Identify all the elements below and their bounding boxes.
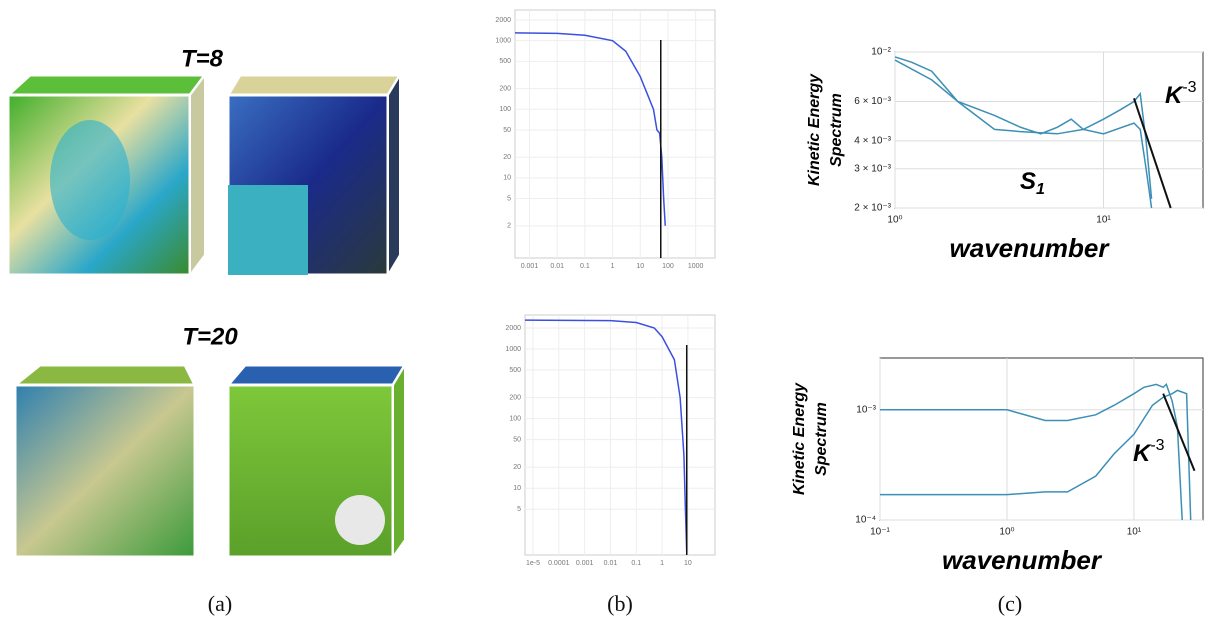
y-tick-label: 500	[499, 58, 511, 65]
y-tick-label: 10⁻⁴	[855, 515, 876, 526]
x-tick-label: 10⁻¹	[870, 527, 890, 538]
y-tick-label: 10⁻²	[871, 47, 891, 58]
y-tick-label: 20	[513, 464, 521, 471]
y-tick-label: 10⁻³	[856, 404, 876, 415]
y-axis-label: Kinetic Energy	[806, 73, 823, 186]
annotation-base: S	[1020, 168, 1036, 195]
y-tick-label: 4 × 10⁻³	[854, 135, 891, 146]
y-axis-label: Kinetic Energy	[791, 382, 808, 495]
annotation-exponent: -3	[1150, 437, 1164, 454]
x-axis-label: wavenumber	[950, 233, 1111, 263]
y-tick-label: 2000	[495, 17, 511, 24]
x-tick-label: 10⁰	[887, 215, 902, 226]
y-tick-label: 500	[509, 367, 521, 374]
y-tick-label: 2000	[505, 325, 521, 332]
y-tick-label: 2 × 10⁻³	[854, 203, 891, 214]
x-tick-label: 1	[660, 560, 664, 567]
x-tick-label: 1000	[688, 263, 704, 270]
x-tick-label: 0.01	[550, 263, 564, 270]
x-tick-label: 10¹	[1127, 527, 1142, 538]
annotation-subscript: 1	[1036, 181, 1045, 198]
y-tick-label: 5	[517, 506, 521, 513]
y-tick-label: 5	[507, 195, 511, 202]
y-tick-label: 200	[499, 85, 511, 92]
y-tick-label: 100	[509, 415, 521, 422]
y-axis-label: Spectrum	[813, 402, 830, 476]
time-label: T=8	[181, 45, 224, 72]
y-tick-label: 50	[513, 436, 521, 443]
x-tick-label: 0.1	[580, 263, 590, 270]
y-tick-label: 10	[503, 175, 511, 182]
x-tick-label: 10	[684, 560, 692, 567]
y-axis-label: Spectrum	[828, 93, 845, 167]
x-tick-label: 0.001	[576, 560, 594, 567]
figure: T=8 T=20 (a) (b) (c) 0.001 0.01 0.1 1 10 100 1…	[0, 0, 1208, 626]
time-label: T=20	[182, 323, 238, 350]
x-tick-label: 10	[636, 263, 644, 270]
x-tick-label: 10⁰	[999, 527, 1014, 538]
x-axis-label: wavenumber	[942, 545, 1103, 575]
cube-images	[8, 75, 405, 557]
x-tick-label: 10¹	[1096, 215, 1111, 226]
annotation-base: K	[1133, 440, 1152, 467]
x-tick-label: 0.1	[631, 560, 641, 567]
y-tick-label: 200	[509, 394, 521, 401]
y-tick-label: 6 × 10⁻³	[854, 96, 891, 107]
y-tick-label: 10	[513, 485, 521, 492]
x-tick-label: 1e-5	[526, 560, 540, 567]
y-tick-label: 20	[503, 154, 511, 161]
panel-label: (b)	[607, 591, 633, 616]
plot-area	[515, 10, 715, 258]
x-tick-label: 0.01	[604, 560, 618, 567]
panel-label: (a)	[208, 591, 232, 616]
annotation-base: K	[1165, 82, 1184, 109]
x-tick-label: 0.0001	[548, 560, 570, 567]
x-tick-label: 0.001	[521, 263, 539, 270]
y-tick-label: 1000	[505, 346, 521, 353]
x-tick-label: 1	[611, 263, 615, 270]
y-tick-label: 100	[499, 106, 511, 113]
y-tick-label: 50	[503, 127, 511, 134]
annotation-exponent: -3	[1182, 79, 1196, 96]
panel-label: (c)	[998, 591, 1022, 616]
y-tick-label: 2	[507, 223, 511, 230]
y-tick-label: 1000	[495, 38, 511, 45]
y-tick-label: 3 × 10⁻³	[854, 163, 891, 174]
x-tick-label: 100	[662, 263, 674, 270]
